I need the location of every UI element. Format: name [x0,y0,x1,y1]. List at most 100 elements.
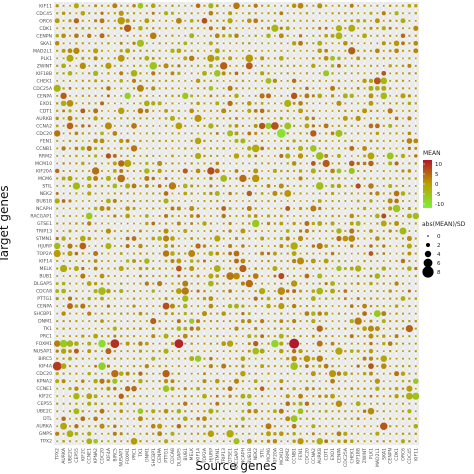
data-point [100,169,104,173]
data-point [344,222,347,225]
data-point [317,311,322,316]
data-point [101,395,104,398]
data-point [165,320,168,323]
data-point [407,289,411,293]
data-point [266,26,271,30]
data-point [280,79,283,82]
data-point [408,177,411,180]
data-point [75,335,78,338]
data-point [93,378,98,384]
data-point [209,237,212,240]
data-point [337,124,341,128]
data-point [382,199,385,203]
data-point [182,416,188,422]
data-point [330,281,336,287]
data-point [81,357,85,360]
data-point [145,357,148,360]
data-point [203,139,206,143]
data-point [247,318,252,324]
data-point [254,260,257,263]
data-point [337,207,340,210]
data-point [267,154,270,157]
data-point [254,425,257,428]
data-point [401,275,405,278]
data-point [357,72,360,75]
data-point [362,19,367,23]
data-point [209,327,212,330]
data-point [88,290,91,293]
y-tick-label: NEK2 [40,191,52,197]
data-point [241,132,245,135]
data-point [273,132,276,135]
data-point [414,199,417,203]
data-point [350,312,353,315]
data-point [68,356,72,361]
data-point [414,222,417,225]
data-point [414,12,418,15]
data-point [81,139,84,142]
data-point [100,222,104,225]
data-point [241,49,244,52]
data-point [376,304,379,308]
data-point [362,409,367,413]
data-point [337,380,341,383]
data-point [228,319,232,323]
data-point [280,4,283,7]
data-point [139,237,142,240]
data-point [312,57,315,60]
data-point [228,289,232,293]
data-point [312,199,315,203]
x-tick-label: MCM6 [266,448,272,462]
data-point [401,207,404,210]
data-point [164,42,168,45]
y-tick-label: CCNB1 [36,146,52,152]
data-point [356,161,360,166]
data-point [318,214,321,218]
data-point [254,64,257,67]
data-point [322,159,330,168]
data-point [241,109,244,112]
data-point [370,237,372,240]
data-point [126,72,129,75]
data-point [382,34,385,37]
data-point [158,49,161,52]
data-point [202,259,206,263]
data-point [68,372,72,375]
data-point [286,162,289,165]
data-point [88,87,91,90]
data-point [233,2,240,10]
data-point [286,312,289,315]
data-point [389,319,392,323]
data-point [196,402,200,405]
data-point [61,176,66,181]
data-point [151,236,156,241]
data-point [177,109,181,113]
data-point [337,109,341,112]
data-point [363,245,366,248]
data-point [311,432,315,436]
data-point [344,4,347,7]
data-point [247,393,252,399]
data-point [222,350,225,353]
data-point [105,348,112,355]
data-point [75,282,78,285]
data-point [111,369,119,378]
data-point [286,297,290,300]
data-point [184,274,187,278]
data-point [100,94,104,97]
data-point [369,177,372,180]
data-point [344,169,347,172]
data-point [151,289,155,293]
data-point [286,334,289,338]
data-point [107,34,110,38]
data-point [389,259,392,263]
data-point [414,230,417,232]
data-point [267,102,270,105]
data-point [124,92,131,100]
data-point [401,387,405,390]
data-point [101,372,103,375]
data-point [93,206,98,211]
x-tick-label: CDC25A [343,447,349,467]
data-point [290,92,298,100]
data-point [171,417,174,420]
